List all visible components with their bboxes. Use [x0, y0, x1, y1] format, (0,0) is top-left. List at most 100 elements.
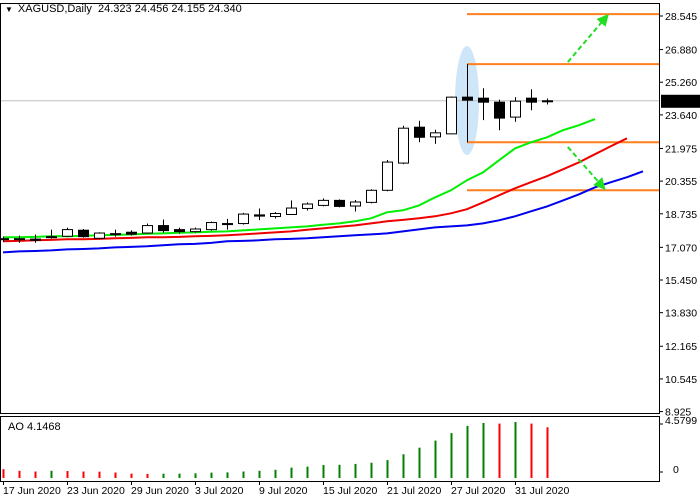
candle[interactable]: [334, 199, 345, 208]
price-axis-label: 25.260: [665, 77, 697, 89]
candle[interactable]: [190, 227, 201, 233]
candle[interactable]: [94, 232, 105, 240]
forecast-arrow[interactable]: [567, 146, 606, 191]
candle-body: [494, 101, 505, 119]
candle-body: [14, 238, 25, 241]
candle[interactable]: [382, 160, 393, 192]
symbol-timeframe: XAGUSD,Daily: [17, 3, 92, 15]
candle[interactable]: [478, 88, 489, 121]
candle[interactable]: [526, 89, 537, 111]
price-axis-label: 28.545: [665, 11, 697, 23]
date-axis-label: 15 Jul 2020: [323, 485, 377, 497]
candle[interactable]: [510, 97, 521, 122]
price-axis-label: 21.975: [665, 143, 697, 155]
date-axis-label: 23 Jun 2020: [67, 485, 125, 497]
candle-body: [526, 97, 537, 103]
candle-body: [286, 207, 297, 215]
candle-body: [430, 132, 441, 138]
candle-body: [174, 229, 185, 233]
candle[interactable]: [30, 234, 41, 243]
candle[interactable]: [254, 208, 265, 221]
candle-body: [334, 199, 345, 207]
dropdown-triangle-icon[interactable]: ▼: [5, 5, 13, 14]
candle[interactable]: [542, 98, 553, 105]
candle-body: [478, 97, 489, 103]
forecast-arrow[interactable]: [567, 13, 609, 63]
candle[interactable]: [142, 223, 153, 234]
ohlc-readout: 24.323 24.456 24.155 24.340: [98, 3, 242, 15]
date-axis-label: 17 Jun 2020: [3, 485, 61, 497]
price-axis-label: 17.070: [665, 242, 697, 254]
candle[interactable]: [398, 125, 409, 165]
candle[interactable]: [446, 96, 457, 135]
price-axis-label: 18.735: [665, 209, 697, 221]
candle[interactable]: [366, 189, 377, 204]
candle[interactable]: [62, 227, 73, 238]
candle-body: [62, 229, 73, 237]
candle-body: [510, 100, 521, 118]
candle[interactable]: [222, 218, 233, 230]
current-price-box: [661, 94, 700, 108]
date-axis-label: 9 Jul 2020: [259, 485, 308, 497]
candle[interactable]: [14, 235, 25, 243]
candle-body: [78, 229, 89, 238]
price-axis-label: 23.640: [665, 110, 697, 122]
main-panel[interactable]: [0, 13, 659, 254]
ao-axis-label: 4.5799: [665, 415, 697, 427]
candle-body: [142, 225, 153, 234]
candle[interactable]: [0, 236, 9, 242]
candle-body: [238, 213, 249, 225]
candle[interactable]: [430, 129, 441, 144]
current-price-label: 24.340: [664, 96, 696, 108]
price-axis-label: 13.830: [665, 308, 697, 320]
candle-body: [462, 96, 473, 101]
ao-axis-label: 0: [673, 464, 679, 476]
candle[interactable]: [462, 64, 473, 143]
candle-body: [318, 199, 329, 206]
candle[interactable]: [110, 229, 121, 237]
moving-average-line: [2, 170, 644, 254]
candle-body: [30, 238, 41, 241]
candle-body: [414, 126, 425, 138]
candle-body: [126, 231, 137, 235]
candle[interactable]: [238, 212, 249, 225]
date-axis-label: 21 Jul 2020: [387, 485, 441, 497]
candle[interactable]: [78, 229, 89, 238]
candle[interactable]: [350, 199, 361, 212]
candle-body: [270, 212, 281, 218]
price-axis-label: 8.925: [665, 407, 691, 419]
candle-body: [366, 189, 377, 203]
candle[interactable]: [158, 219, 169, 233]
candle[interactable]: [206, 221, 217, 231]
candle[interactable]: [302, 202, 313, 211]
ao-indicator-label: AO 4.1468: [8, 421, 61, 433]
candle-body: [542, 100, 553, 103]
candle[interactable]: [174, 227, 185, 234]
date-axis-label: 29 Jun 2020: [131, 485, 189, 497]
candle-body: [382, 161, 393, 191]
candle[interactable]: [286, 200, 297, 215]
candle-body: [302, 203, 313, 209]
moving-average-line: [2, 137, 628, 243]
moving-average-line: [3, 118, 596, 239]
candle-body: [398, 127, 409, 164]
candle-body: [190, 228, 201, 233]
date-axis-label: 3 Jul 2020: [195, 485, 244, 497]
candle[interactable]: [46, 229, 57, 239]
candle-body: [110, 233, 121, 236]
price-axis-label: 10.545: [665, 374, 697, 386]
candle-body: [46, 236, 57, 239]
main-panel-border: [0, 3, 660, 414]
candle[interactable]: [494, 99, 505, 131]
candle-body: [206, 222, 217, 231]
price-axis-label: 12.165: [665, 341, 697, 353]
candle[interactable]: [270, 212, 281, 219]
price-axis-label: 26.880: [665, 45, 697, 57]
candle[interactable]: [318, 198, 329, 207]
candle-body: [446, 96, 457, 135]
candle[interactable]: [126, 230, 137, 236]
date-axis-label: 27 Jul 2020: [451, 485, 505, 497]
date-axis-label: 31 Jul 2020: [515, 485, 569, 497]
candle[interactable]: [414, 120, 425, 143]
